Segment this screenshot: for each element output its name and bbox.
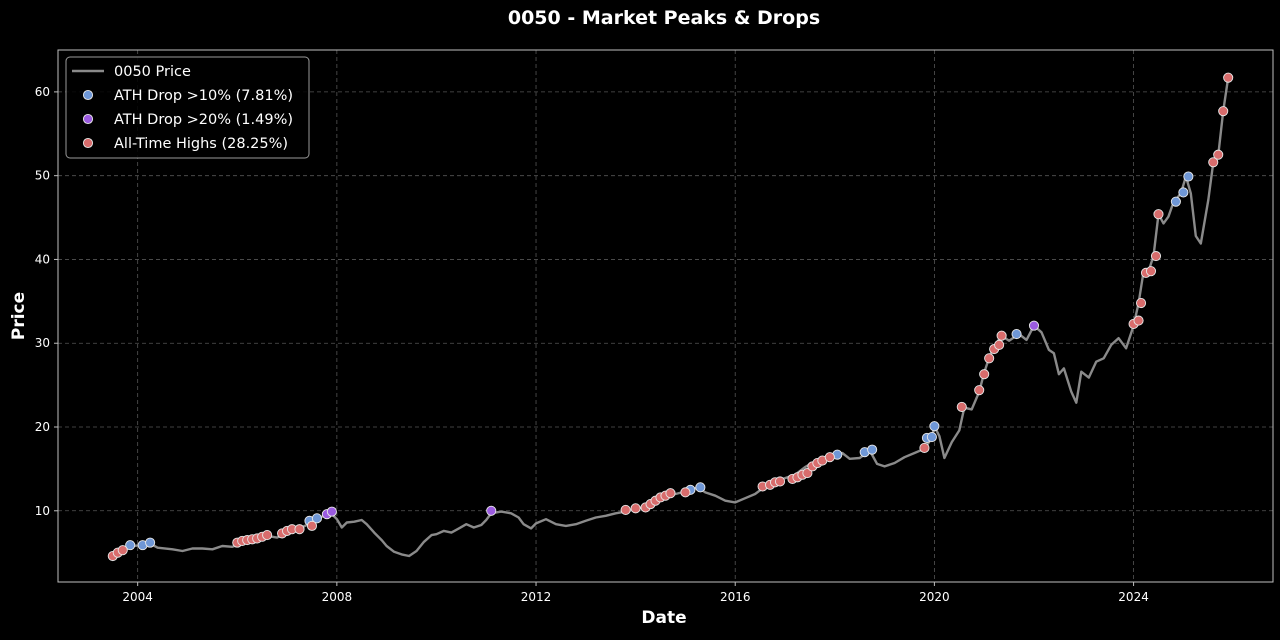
ath-drop-10-marker [1170, 196, 1181, 207]
ath-drop-10-marker [926, 432, 937, 443]
all-time-high-marker [824, 452, 835, 463]
all-time-high-marker [1135, 297, 1147, 309]
ath-drop-10-marker [311, 513, 322, 524]
legend-marker-swatch [82, 137, 94, 149]
all-time-high-marker [774, 476, 786, 487]
grid [58, 50, 1273, 582]
x-tick-label: 2020 [919, 590, 950, 604]
ath-drop-10-marker [145, 537, 156, 548]
x-tick-label: 2024 [1118, 590, 1149, 604]
all-time-high-marker [956, 401, 967, 412]
ath-drop-10-series [125, 171, 1194, 551]
ath-drop-10-marker [125, 540, 136, 551]
legend-box [65, 56, 310, 159]
ath-drop-10-marker [695, 482, 706, 493]
all-time-high-marker [1145, 266, 1157, 277]
ath-drop-10-marker [1183, 171, 1194, 182]
all-time-high-marker [1133, 315, 1144, 326]
all-time-high-marker [994, 339, 1005, 350]
legend-marker-swatch [82, 89, 94, 101]
ath-drop-10-marker [867, 444, 878, 455]
ath-drop-20-marker [486, 505, 497, 516]
legend-label: 0050 Price [114, 64, 191, 80]
ath-drop-20-series [321, 320, 1040, 520]
all-time-high-marker [1208, 157, 1219, 168]
all-time-high-marker [1218, 106, 1229, 117]
plot-frame [57, 49, 1274, 583]
y-tick-label: 40 [35, 252, 50, 266]
all-time-high-marker [680, 487, 691, 498]
ath-drop-20-marker [1028, 320, 1040, 331]
all-time-high-marker [919, 442, 930, 454]
all-time-high-marker [1223, 72, 1234, 83]
y-tick-label: 10 [35, 504, 50, 518]
all-time-high-marker [974, 385, 985, 396]
y-tick-label: 50 [35, 169, 50, 183]
all-time-high-marker [996, 330, 1007, 341]
x-axis-label: Date [641, 608, 686, 628]
x-tick-label: 2008 [322, 590, 353, 604]
legend-label: All-Time Highs (28.25%) [114, 136, 288, 152]
axes: 2004 2008 2012 2016 2020 2024 10 20 30 40 50 60 [35, 49, 1274, 604]
chart-title: 0050 - Market Peaks & Drops [508, 7, 820, 29]
all-time-high-marker [665, 488, 676, 499]
x-tick-label: 2012 [521, 590, 552, 604]
ath-drop-10-marker [1178, 187, 1189, 198]
legend: 0050 Price ATH Drop >10% (7.81%) ATH Drop … [65, 56, 310, 159]
all-time-high-marker [262, 530, 273, 541]
all-time-high-marker [1213, 149, 1224, 160]
all-time-high-marker [802, 468, 813, 479]
y-axis-label: Price [9, 292, 29, 340]
y-tick-label: 60 [35, 85, 50, 99]
all-time-high-marker [620, 504, 631, 515]
legend-label: ATH Drop >10% (7.81%) [114, 88, 293, 104]
all-time-high-series [107, 72, 1234, 562]
all-time-high-marker [1153, 209, 1164, 220]
legend-marker-swatch [82, 113, 94, 125]
ath-drop-10-marker [1011, 328, 1022, 340]
ath-drop-20-marker [326, 506, 337, 517]
x-tick-label: 2016 [720, 590, 751, 604]
legend-label: ATH Drop >20% (1.49%) [114, 112, 293, 128]
all-time-high-marker [1150, 251, 1162, 262]
y-tick-label: 20 [35, 420, 50, 434]
all-time-high-marker [117, 545, 128, 556]
all-time-high-marker [630, 503, 641, 514]
all-time-high-marker [979, 369, 990, 380]
all-time-high-marker [984, 353, 995, 364]
x-tick-label: 2004 [122, 590, 153, 604]
plot-area [107, 72, 1234, 562]
all-time-high-marker [294, 524, 305, 535]
ath-drop-10-marker [929, 421, 940, 432]
all-time-high-marker [306, 520, 318, 531]
y-tick-label: 30 [35, 336, 50, 350]
